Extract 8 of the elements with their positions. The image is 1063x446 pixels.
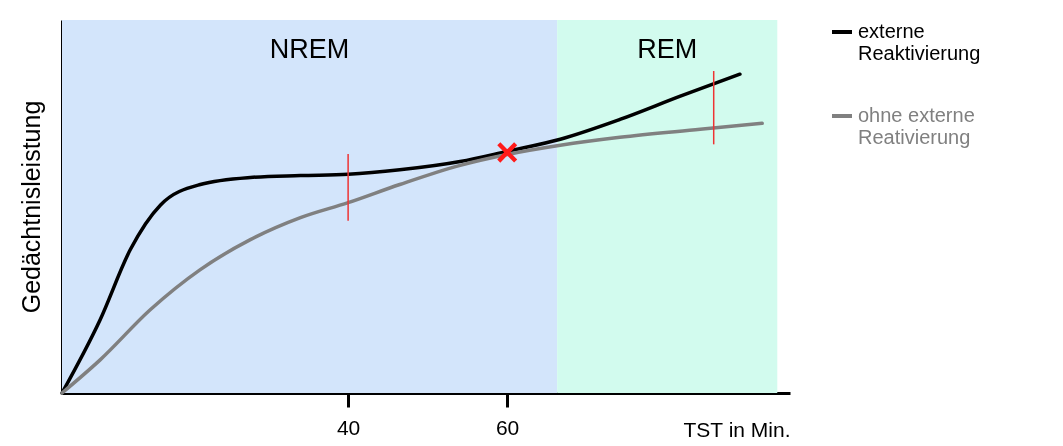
x-tick-label: 40 [336, 415, 361, 439]
legend-label: ohne externe Reativierung [858, 104, 975, 148]
x-axis-title: TST in Min. [683, 417, 791, 441]
legend-label: externe Reaktivierung [858, 20, 981, 64]
band-label: NREM [269, 34, 350, 64]
x-tick-label: 60 [495, 415, 520, 439]
y-axis-title: Gedächtnisleistung [16, 100, 45, 314]
band-label: REM [637, 34, 698, 64]
